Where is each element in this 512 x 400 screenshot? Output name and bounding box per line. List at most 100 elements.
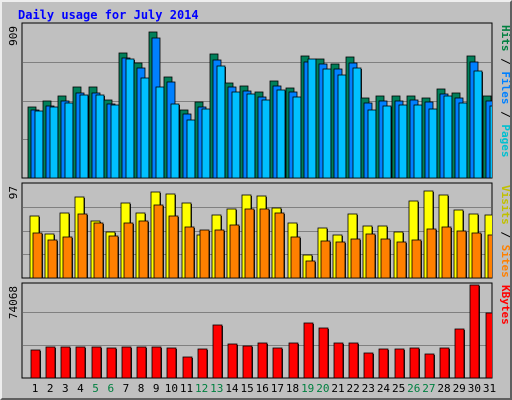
axis-label-files: Files [499, 71, 510, 104]
day-label-3: 3 [62, 382, 69, 395]
bar-bot-kbytes-25 [394, 348, 405, 378]
day-label-15: 15 [240, 382, 253, 395]
chart-title: Daily usage for July 2014 [18, 8, 199, 22]
bar-bot-kbytes-18 [288, 342, 299, 378]
bar-mid-sites-11 [184, 226, 195, 278]
day-label-11: 11 [180, 382, 193, 395]
day-label-18: 18 [286, 382, 299, 395]
bar-mid-sites-14 [229, 224, 240, 278]
day-label-22: 22 [347, 382, 360, 395]
day-label-4: 4 [77, 382, 84, 395]
axis-label-visits: Visits [499, 185, 510, 225]
bar-mid-sites-25 [396, 241, 407, 278]
axis-label-sites: Sites [499, 245, 510, 278]
bar-top-pages-23 [367, 109, 377, 178]
axis-label-hits: Hits [499, 25, 510, 52]
day-label-13: 13 [210, 382, 223, 395]
bar-mid-sites-22 [350, 238, 361, 278]
bar-top-pages-30 [473, 70, 483, 178]
day-label-1: 1 [32, 382, 39, 395]
bar-bot-kbytes-8 [136, 346, 147, 378]
bar-top-pages-20 [322, 68, 332, 178]
bars-bot [30, 284, 492, 378]
day-label-25: 25 [392, 382, 405, 395]
bar-top-pages-28 [443, 95, 453, 178]
day-label-14: 14 [225, 382, 239, 395]
bar-mid-sites-20 [320, 240, 331, 278]
bar-bot-kbytes-4 [75, 346, 86, 378]
bars-top [27, 31, 492, 178]
bar-mid-sites-24 [380, 238, 391, 278]
bar-top-pages-4 [79, 94, 89, 178]
day-label-7: 7 [123, 382, 130, 395]
day-label-5: 5 [92, 382, 99, 395]
day-label-6: 6 [107, 382, 114, 395]
day-label-17: 17 [271, 382, 284, 395]
bar-mid-sites-16 [259, 208, 270, 278]
bar-top-pages-16 [261, 99, 271, 178]
bar-mid-sites-9 [153, 204, 164, 278]
bar-top-pages-8 [140, 77, 150, 178]
bar-bot-kbytes-6 [106, 347, 117, 378]
bar-bot-kbytes-10 [166, 347, 177, 378]
axis-label-mid: Visits / Sites [499, 185, 510, 278]
bar-mid-sites-26 [411, 239, 422, 278]
bar-top-pages-26 [413, 104, 423, 178]
bar-mid-sites-30 [471, 232, 482, 278]
bar-bot-kbytes-9 [151, 346, 162, 378]
bar-bot-kbytes-22 [348, 342, 359, 378]
bar-top-pages-22 [352, 67, 362, 178]
bar-top-pages-24 [382, 105, 392, 178]
day-label-2: 2 [47, 382, 54, 395]
bar-top-pages-11 [186, 119, 196, 178]
bar-top-files-31 [485, 100, 492, 178]
day-label-24: 24 [377, 382, 391, 395]
bar-mid-sites-1 [32, 232, 43, 278]
day-label-29: 29 [453, 382, 466, 395]
bar-mid-sites-6 [108, 235, 119, 278]
bar-mid-sites-13 [214, 229, 225, 278]
bar-top-pages-17 [276, 89, 286, 178]
bar-top-pages-10 [170, 103, 180, 178]
bar-top-pages-19 [307, 58, 317, 178]
bar-mid-sites-31 [487, 234, 492, 278]
bar-bot-kbytes-1 [30, 349, 41, 378]
bar-mid-sites-18 [290, 236, 301, 278]
bar-top-pages-7 [125, 58, 135, 178]
bar-bot-kbytes-27 [424, 353, 435, 378]
bar-bot-kbytes-17 [272, 347, 283, 378]
day-label-9: 9 [153, 382, 160, 395]
day-label-12: 12 [195, 382, 208, 395]
bar-bot-kbytes-23 [363, 352, 374, 378]
bar-bot-kbytes-2 [45, 346, 56, 378]
bar-top-pages-12 [201, 108, 211, 178]
day-label-20: 20 [316, 382, 329, 395]
bar-mid-sites-10 [168, 215, 179, 278]
bar-mid-sites-4 [77, 213, 88, 278]
day-label-16: 16 [256, 382, 269, 395]
bar-bot-kbytes-21 [333, 342, 344, 378]
day-label-28: 28 [437, 382, 450, 395]
bar-mid-sites-23 [365, 233, 376, 278]
bar-mid-sites-27 [426, 228, 437, 278]
bar-bot-kbytes-30 [469, 284, 480, 378]
day-label-23: 23 [362, 382, 375, 395]
day-label-27: 27 [422, 382, 435, 395]
bar-bot-kbytes-5 [91, 346, 102, 378]
bar-top-pages-29 [458, 102, 468, 178]
bar-bot-kbytes-12 [197, 348, 208, 378]
bar-mid-sites-28 [441, 226, 452, 278]
bar-top-pages-27 [428, 108, 438, 178]
bar-top-pages-6 [110, 104, 120, 178]
bar-mid-sites-15 [244, 208, 255, 278]
bar-mid-sites-3 [62, 236, 73, 278]
bar-mid-sites-21 [335, 241, 346, 278]
axis-label-top: Hits / Files / Pages [499, 25, 510, 158]
day-label-10: 10 [165, 382, 178, 395]
bar-mid-sites-7 [123, 222, 134, 278]
bar-top-pages-25 [398, 104, 408, 178]
axis-label-bot: KBytes [499, 285, 510, 325]
bar-top-pages-21 [337, 74, 347, 178]
